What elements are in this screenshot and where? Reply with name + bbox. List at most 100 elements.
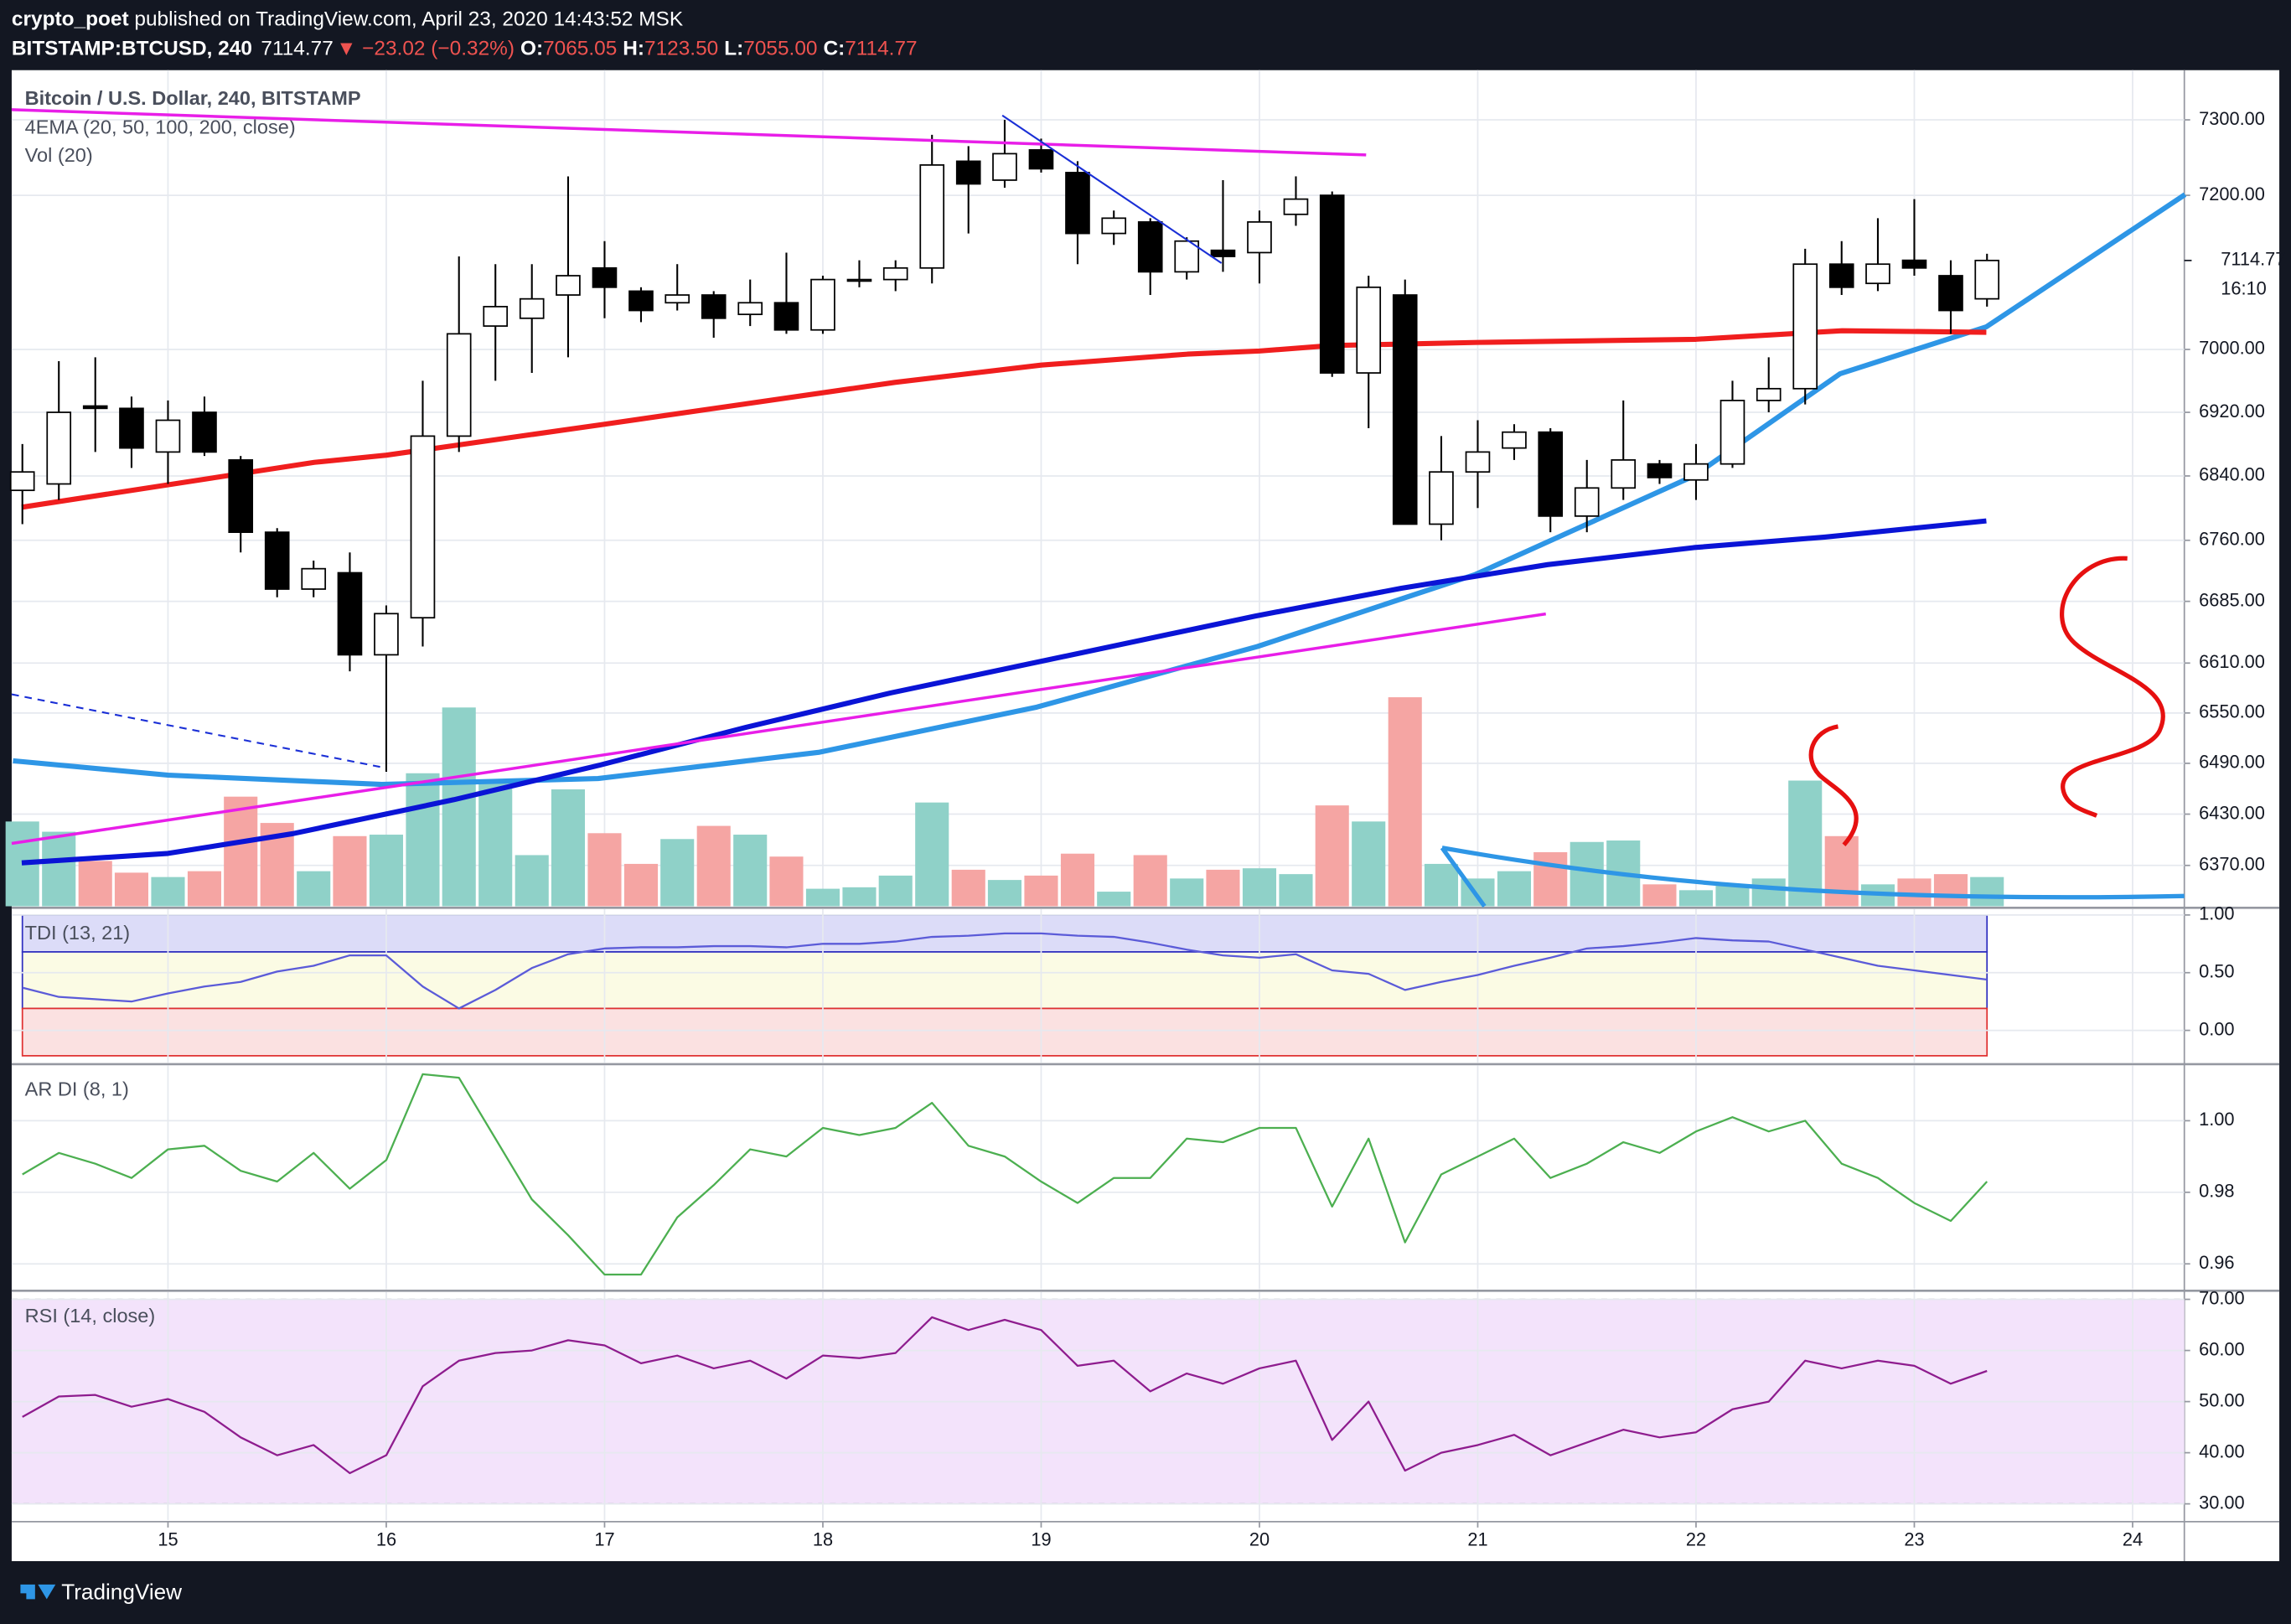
trend-line [11,108,1367,157]
volume-bar [1678,890,1714,907]
volume-bar [551,789,586,907]
volume-bar [1133,855,1167,907]
y-tick-label: 6430.00 [2199,802,2265,823]
candle-body [1792,263,1818,390]
candle-body [1174,240,1200,273]
candle-body [46,411,72,485]
publish-line: crypto_poet published on TradingView.com… [12,8,683,31]
volume-bar [187,871,222,907]
trend-line [11,693,384,768]
candle-body [556,275,581,296]
volume-bar [1970,877,2004,907]
volume-bar [1715,886,1750,907]
symbol: BITSTAMP:BTCUSD, 240 [12,38,252,60]
y-tick-label: 6610.00 [2199,651,2265,672]
volume-bar [406,773,440,907]
candle-body [1974,259,2000,300]
candle-body [1283,198,1309,215]
candle-body [1901,259,1927,269]
candle-body [1574,487,1600,517]
y-tick-label: 6840.00 [2199,464,2265,485]
footer: TradingView [20,1579,182,1604]
quote-line: BITSTAMP:BTCUSD, 240 7114.77 ▼ −23.02 (−0.… [12,38,918,60]
x-tick-label: 15 [158,1528,178,1549]
volume-bar [587,833,622,907]
volume-bar [1824,835,1859,907]
candle-body [919,164,945,269]
candle-body [882,266,908,281]
x-tick-label: 24 [2123,1528,2143,1549]
candle-body [1938,275,1963,312]
published: published on TradingView.com, April 23, … [134,8,683,31]
pane-title: Bitcoin / U.S. Dollar, 240, BITSTAMP [25,87,361,109]
y-tick-label: 6370.00 [2199,853,2265,874]
volume-bar [297,871,331,907]
candle-body [810,278,835,331]
volume-bar [1097,892,1131,907]
candle-body [846,278,872,282]
candle-body [1756,387,1782,401]
candle-body [192,411,217,453]
candle-body [1356,286,1382,374]
publisher: crypto_poet [12,8,129,31]
y-tick-label: 60.00 [2199,1338,2245,1359]
y-tick-label: 0.00 [2199,1018,2234,1039]
candle-body [483,306,509,327]
indicator-line [22,932,1988,1010]
indicator-label: Vol (20) [25,144,93,166]
candle-body [1028,149,1054,170]
ohlc-label: H: [623,38,644,60]
ohlc-label: L: [724,38,743,60]
volume-bar [805,888,840,907]
y-tick-label: 0.96 [2199,1252,2234,1273]
candle-body [737,302,763,316]
y-tick-label: 6490.00 [2199,752,2265,773]
volume-bar [42,831,76,907]
indicator-label: 4EMA (20, 50, 100, 200, close) [25,116,296,138]
drawings [11,108,2185,908]
y-tick-label: 6920.00 [2199,401,2265,422]
volume-bar [1533,851,1568,907]
y-tick-label: 30.00 [2199,1492,2245,1513]
y-tick-label: 0.98 [2199,1181,2234,1202]
y-tick-label: 7200.00 [2199,184,2265,204]
volume-bar [660,839,695,907]
change: ▼ −23.02 (−0.32%) [336,38,515,60]
candle-body [1611,459,1637,489]
volume-bar [951,869,985,907]
y-tick-label: 1.00 [2199,903,2234,924]
y-tick-label: 50.00 [2199,1389,2245,1410]
volume-bar [478,782,513,907]
x-tick-label: 17 [594,1528,614,1549]
candle-body [955,160,981,185]
volume-bar [1060,853,1095,907]
x-tick-label: 19 [1031,1528,1051,1549]
y-tick-label: 1.00 [2199,1109,2234,1130]
countdown-label: 16:10 [2221,277,2267,298]
candle-body [82,405,108,410]
volume-bar [623,863,659,907]
candle-body [446,333,472,437]
volume-bar [1352,821,1386,907]
indicator-line [22,1316,1988,1475]
volume-bar [769,856,804,907]
ema-line [13,192,2187,788]
last-price: 7114.77 [261,38,333,60]
volume-bar [1242,868,1277,907]
logo [20,1584,56,1600]
brand: TradingView [61,1579,182,1604]
candle-body [1429,471,1454,525]
ema-line [21,328,1987,510]
candle-body [773,302,799,331]
candle-body [1502,431,1527,449]
volume-bar [515,855,549,907]
ohlc-value: 7055.00 [743,38,817,60]
hand-drawn-curve [1440,846,2185,908]
candle-body [1647,463,1673,478]
y-tick-label: 7000.00 [2199,338,2265,359]
candle-body [1865,263,1890,285]
ema-line [21,518,1987,866]
volume-bar [987,880,1022,907]
candle-body [519,297,545,319]
